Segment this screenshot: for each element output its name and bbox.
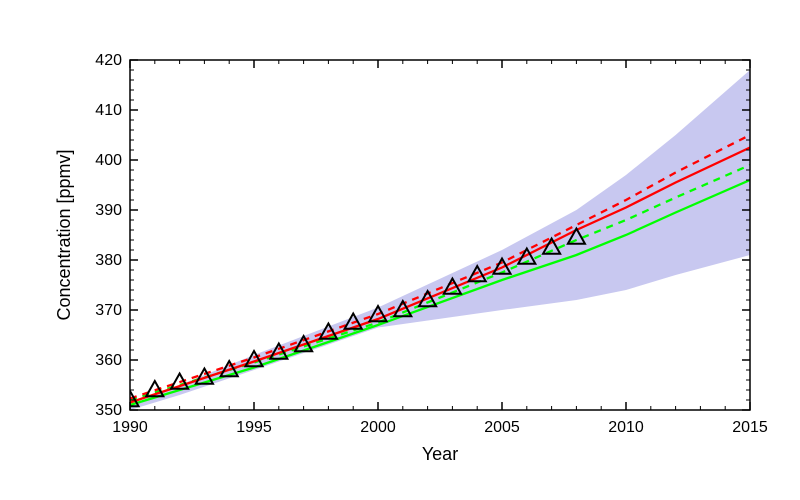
ytick-label: 360 (95, 352, 122, 369)
chart-svg: 1990 1995 2000 2005 2010 2015 350 360 370 380 390 4… (0, 0, 800, 500)
xtick-label: 2015 (732, 419, 768, 436)
ytick-label: 350 (95, 402, 122, 419)
ytick-label: 380 (95, 252, 122, 269)
ytick-label: 400 (95, 152, 122, 169)
ytick-label: 410 (95, 102, 122, 119)
ytick-label: 420 (95, 52, 122, 69)
ytick-label: 370 (95, 302, 122, 319)
xtick-label: 1990 (112, 419, 148, 436)
xtick-label: 2005 (484, 419, 520, 436)
concentration-chart: 1990 1995 2000 2005 2010 2015 350 360 370 380 390 4… (0, 0, 800, 500)
x-axis-label: Year (422, 444, 458, 464)
y-axis-label: Concentration [ppmv] (54, 149, 74, 320)
xtick-label: 1995 (236, 419, 272, 436)
xtick-label: 2000 (360, 419, 396, 436)
ytick-label: 390 (95, 202, 122, 219)
xtick-label: 2010 (608, 419, 644, 436)
